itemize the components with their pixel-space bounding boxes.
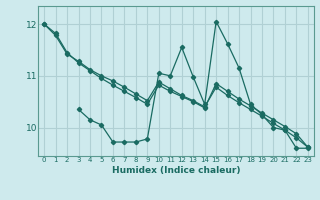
X-axis label: Humidex (Indice chaleur): Humidex (Indice chaleur) <box>112 166 240 175</box>
